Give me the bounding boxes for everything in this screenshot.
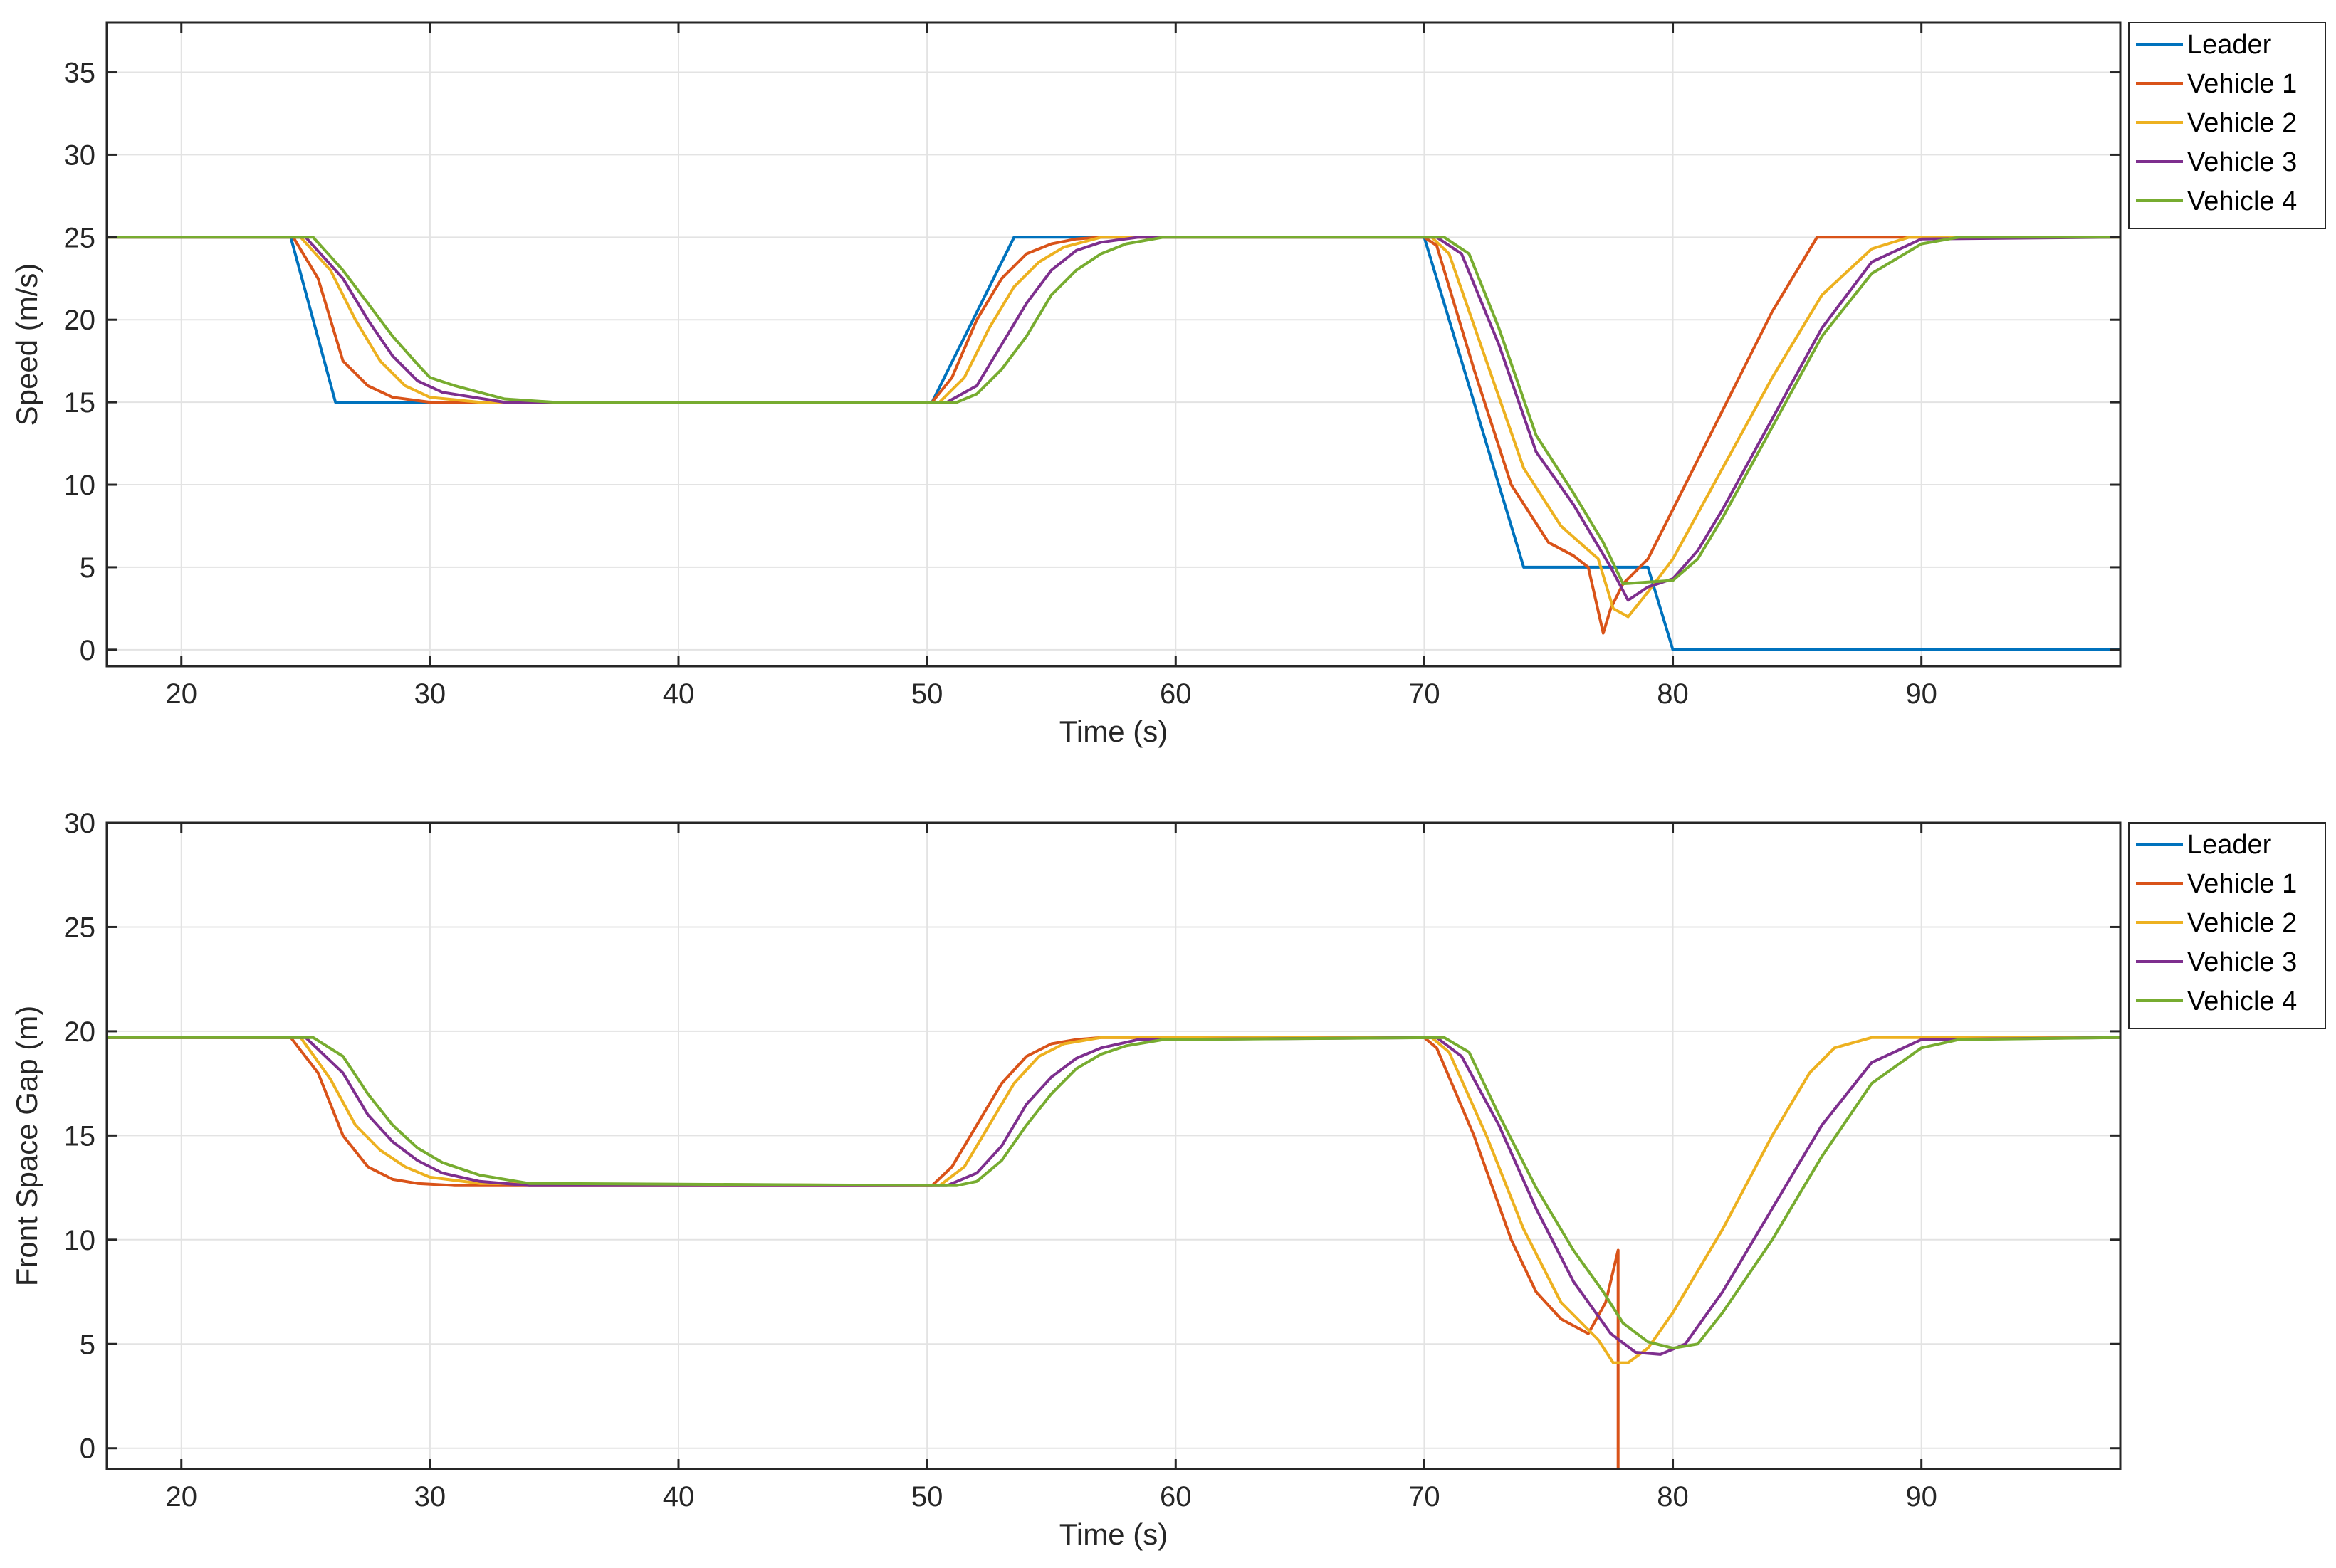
legend-label: Vehicle 1	[2187, 69, 2297, 99]
y-tick-label: 0	[80, 1433, 95, 1465]
x-tick-label: 90	[1905, 1481, 1937, 1512]
series-line-vehicle-1	[107, 1036, 2120, 1470]
y-tick-label: 10	[64, 1225, 96, 1256]
legend-label: Vehicle 2	[2187, 108, 2297, 138]
legend-label: Vehicle 4	[2187, 186, 2297, 216]
x-tick-label: 20	[165, 1481, 197, 1512]
x-tick-label: 70	[1408, 1481, 1440, 1512]
x-tick-label: 40	[663, 1481, 695, 1512]
plot-area	[107, 23, 2120, 666]
legend-label: Vehicle 1	[2187, 869, 2297, 899]
legend: Leader Vehicle 1 Vehicle 2 Vehicle 3 Vehicle…	[2128, 822, 2326, 1029]
x-tick-label: 80	[1657, 678, 1689, 710]
x-tick-label: 60	[1160, 678, 1192, 710]
series-line-vehicle-4	[107, 236, 2120, 586]
legend-label: Leader	[2187, 830, 2272, 860]
x-axis-label: Time (s)	[1059, 1517, 1168, 1551]
x-tick-label: 30	[414, 678, 446, 710]
plot-area	[107, 823, 2120, 1469]
y-axis-label: Speed (m/s)	[10, 263, 43, 426]
series-line-vehicle-3	[107, 1036, 2121, 1356]
series-line-vehicle-4	[107, 1036, 2121, 1350]
y-tick-label: 5	[80, 1329, 95, 1360]
y-tick-label: 30	[64, 140, 96, 171]
y-tick-label: 15	[64, 387, 96, 419]
y-tick-label: 0	[80, 635, 95, 666]
legend-box	[2128, 22, 2326, 229]
x-tick-label: 80	[1657, 1481, 1689, 1512]
axes-box	[105, 821, 2122, 1470]
x-tick-label: 70	[1408, 678, 1440, 710]
x-tick-label: 50	[911, 678, 943, 710]
legend-label: Vehicle 4	[2187, 986, 2297, 1016]
legend-label: Vehicle 3	[2187, 947, 2297, 977]
axes-box	[105, 21, 2122, 668]
legend-box	[2128, 822, 2326, 1029]
y-tick-label: 15	[64, 1120, 96, 1152]
y-tick-label: 20	[64, 305, 96, 336]
chart-1: 20 30 40 50 60 70 80 90 0 5 10 15 20 25 30 35 Time (s) Sp…	[10, 21, 2326, 748]
x-tick-label: 30	[414, 1481, 446, 1512]
y-tick-label: 10	[64, 470, 96, 501]
legend-label: Leader	[2187, 30, 2272, 60]
y-tick-label: 25	[64, 912, 96, 943]
y-tick-label: 5	[80, 552, 95, 584]
x-tick-label: 60	[1160, 1481, 1192, 1512]
series-line-vehicle-3	[107, 236, 2121, 602]
legend-label: Vehicle 3	[2187, 147, 2297, 177]
chart-2: 20 30 40 50 60 70 80 90 0 5 10 15 20 25 30 Time (s) Fron…	[10, 808, 2326, 1551]
y-tick-label: 35	[64, 58, 96, 89]
y-tick-label: 25	[64, 222, 96, 253]
y-tick-label: 30	[64, 808, 96, 839]
y-tick-label: 20	[64, 1016, 96, 1048]
x-tick-label: 40	[663, 678, 695, 710]
legend-label: Vehicle 2	[2187, 908, 2297, 938]
legend: Leader Vehicle 1 Vehicle 2 Vehicle 3 Vehicle…	[2128, 22, 2326, 229]
y-axis-label: Front Space Gap (m)	[10, 1006, 43, 1286]
x-axis-label: Time (s)	[1059, 715, 1168, 748]
x-tick-label: 50	[911, 1481, 943, 1512]
x-tick-label: 90	[1905, 678, 1937, 710]
x-tick-label: 20	[165, 678, 197, 710]
